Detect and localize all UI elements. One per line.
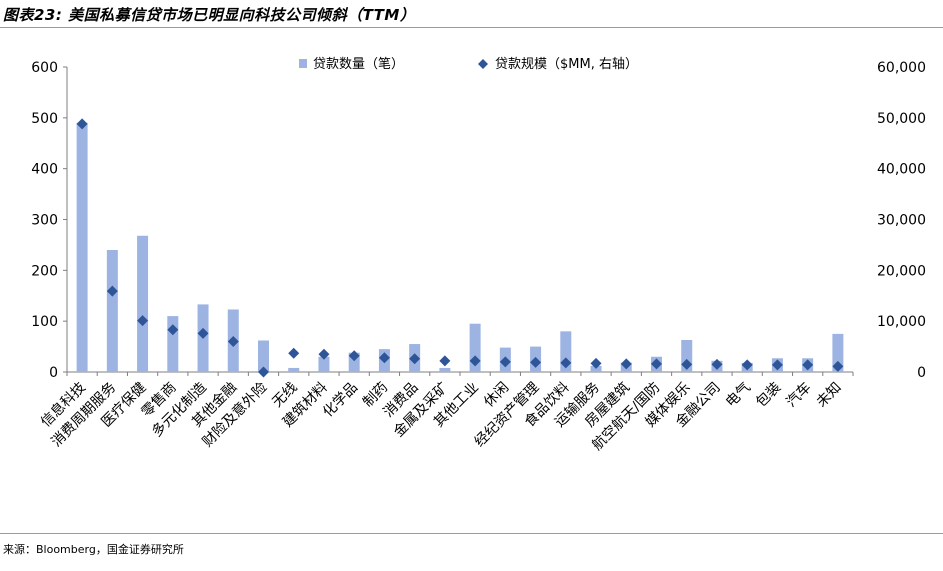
scatter-point <box>771 359 783 371</box>
scatter-point <box>499 356 511 368</box>
scatter-point <box>802 359 814 371</box>
chart-title: 图表23: 美国私募信贷市场已明显向科技公司倾斜（TTM） <box>3 6 416 24</box>
legend-scatter-label: 贷款规模（$MM, 右轴） <box>495 57 638 72</box>
legend-bar-swatch <box>299 59 307 68</box>
y-right-tick-label: 50,000 <box>877 111 926 127</box>
y-left-tick-label: 500 <box>31 111 58 127</box>
scatter-point <box>409 353 421 365</box>
scatter-point <box>167 324 179 336</box>
y-right-tick-label: 20,000 <box>877 263 926 279</box>
bar <box>439 367 451 372</box>
y-right-tick-label: 30,000 <box>877 213 926 229</box>
legend-bar-label: 贷款数量（笔） <box>313 56 404 72</box>
bar <box>106 250 118 372</box>
axes: 0 100 200 300 400 500 600 0 10,000 20,000 30,000 40… <box>31 60 926 381</box>
category-label: 化学品 <box>320 380 361 421</box>
scatter-point <box>620 358 632 370</box>
scatter-point <box>227 336 239 347</box>
bar <box>137 235 149 372</box>
scatter-point <box>590 357 602 369</box>
chart: 贷款数量（笔） 贷款规模（$MM, 右轴） 0 100 200 300 400 500 60… <box>31 56 926 454</box>
legend: 贷款数量（笔） 贷款规模（$MM, 右轴） <box>299 56 638 72</box>
scatter-point <box>106 285 118 297</box>
bar-series <box>76 122 844 373</box>
scatter-point <box>76 118 88 130</box>
scatter-point <box>711 358 723 370</box>
bar <box>681 339 693 372</box>
y-left-tick-label: 200 <box>31 263 58 279</box>
scatter-point <box>469 355 481 367</box>
scatter-point <box>197 327 209 339</box>
bar <box>348 352 360 372</box>
bar <box>318 356 330 372</box>
y-left-tick-label: 0 <box>49 365 58 381</box>
top-rule <box>0 27 943 28</box>
source-note: 来源：Bloomberg，国金证券研究所 <box>3 543 184 556</box>
category-label: 未知 <box>813 379 845 411</box>
y-right-tick-label: 10,000 <box>877 314 926 330</box>
bar <box>832 333 844 372</box>
scatter-point <box>560 357 572 369</box>
scatter-point <box>288 347 300 359</box>
bar <box>288 367 300 372</box>
scatter-point <box>741 359 753 371</box>
bar <box>167 316 179 372</box>
bar <box>469 323 481 372</box>
scatter-point <box>137 315 149 327</box>
bar <box>76 122 88 373</box>
scatter-point <box>651 358 662 370</box>
scatter-point <box>439 355 451 367</box>
category-label: 电气 <box>723 380 754 411</box>
bar <box>560 331 572 372</box>
y-left-tick-label: 400 <box>31 162 58 178</box>
scatter-point <box>378 352 390 364</box>
category-label: 汽车 <box>783 379 815 411</box>
y-right-tick-label: 0 <box>917 365 926 381</box>
y-right-tick-label: 60,000 <box>877 60 926 76</box>
scatter-point <box>318 348 330 360</box>
y-left-tick-label: 600 <box>31 60 58 76</box>
category-label: 包装 <box>753 380 784 411</box>
scatter-point <box>348 350 360 362</box>
legend-diamond-swatch <box>478 59 488 69</box>
y-left-tick-label: 100 <box>31 314 58 330</box>
scatter-series <box>76 118 844 378</box>
scatter-point <box>681 358 693 370</box>
bar <box>590 365 602 372</box>
scatter-point <box>530 356 542 368</box>
scatter-point <box>258 366 269 378</box>
scatter-point <box>832 360 844 372</box>
y-left-tick-label: 300 <box>31 213 58 229</box>
bottom-rule <box>0 533 943 534</box>
y-right-tick-label: 40,000 <box>877 162 926 178</box>
bar <box>258 340 269 372</box>
